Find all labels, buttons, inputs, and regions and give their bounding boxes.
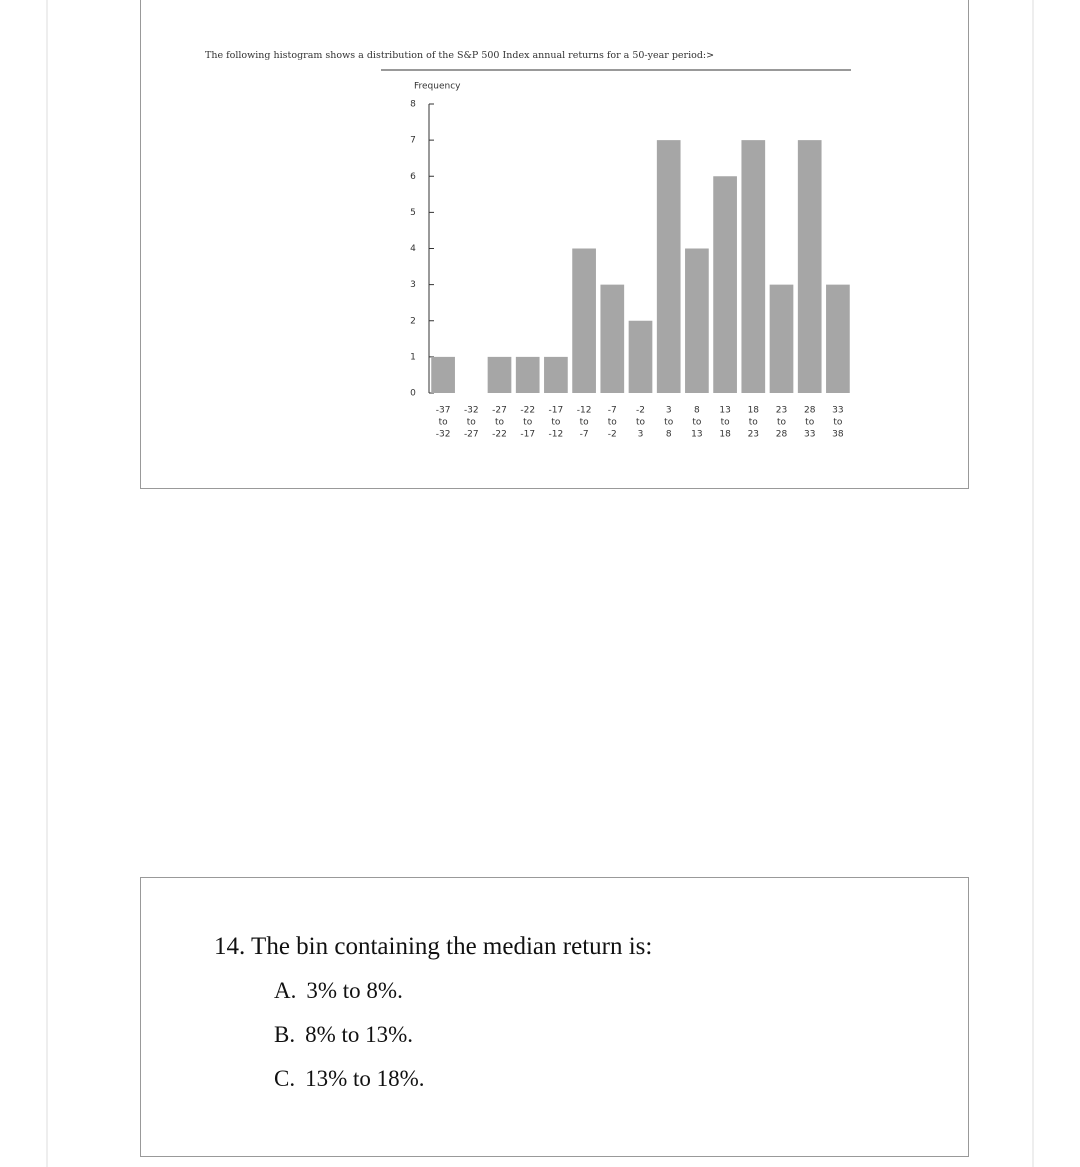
x-bin-end: 8 bbox=[666, 430, 672, 440]
x-bin-connector: to bbox=[721, 418, 731, 428]
x-bin-end: 38 bbox=[832, 430, 844, 440]
bar bbox=[544, 356, 568, 393]
y-tick-label: 2 bbox=[410, 316, 416, 326]
x-bin-connector: to bbox=[439, 418, 449, 428]
x-bin-connector: to bbox=[523, 418, 533, 428]
x-bin-start: 33 bbox=[832, 406, 843, 416]
y-axis-label: Frequency bbox=[414, 82, 461, 92]
x-bin-connector: to bbox=[551, 418, 561, 428]
x-bin-end: -2 bbox=[608, 430, 617, 440]
x-bin-end: 18 bbox=[719, 430, 731, 440]
y-tick-label: 5 bbox=[410, 208, 416, 218]
x-bin-start: 28 bbox=[804, 406, 816, 416]
bar bbox=[487, 356, 512, 393]
bar bbox=[741, 140, 766, 393]
x-bin-end: -22 bbox=[492, 430, 507, 440]
x-bin-connector: to bbox=[636, 418, 646, 428]
x-bin-start: -27 bbox=[492, 406, 507, 416]
x-bin-end: -32 bbox=[436, 430, 451, 440]
x-bin-connector: to bbox=[692, 418, 702, 428]
option-text: 13% to 18%. bbox=[305, 1066, 425, 1091]
bar bbox=[431, 356, 455, 393]
answer-option: A. 3% to 8%. bbox=[274, 978, 413, 1004]
chart-panel: The following histogram shows a distribu… bbox=[140, 0, 969, 489]
option-letter: B. bbox=[274, 1022, 296, 1047]
y-tick-label: 4 bbox=[410, 244, 416, 254]
bar bbox=[600, 284, 625, 393]
x-bin-start: -22 bbox=[520, 406, 535, 416]
option-letter: A. bbox=[274, 978, 297, 1003]
x-bin-end: 33 bbox=[804, 430, 815, 440]
x-bin-start: 3 bbox=[666, 406, 672, 416]
x-bin-end: -17 bbox=[520, 430, 535, 440]
x-bin-start: -12 bbox=[577, 406, 592, 416]
bar bbox=[685, 248, 709, 393]
x-bin-end: 23 bbox=[748, 430, 759, 440]
x-bin-connector: to bbox=[749, 418, 759, 428]
x-bin-start: -2 bbox=[636, 406, 645, 416]
x-bin-end: 13 bbox=[691, 430, 702, 440]
x-bin-connector: to bbox=[777, 418, 787, 428]
y-tick-label: 0 bbox=[410, 389, 416, 399]
question-panel: 14. The bin containing the median return… bbox=[140, 877, 969, 1157]
bar bbox=[826, 284, 850, 393]
y-tick-label: 1 bbox=[410, 352, 416, 362]
x-bin-connector: to bbox=[805, 418, 815, 428]
answer-option: B. 8% to 13%. bbox=[274, 1022, 423, 1048]
x-bin-connector: to bbox=[580, 418, 590, 428]
x-bin-connector: to bbox=[833, 418, 843, 428]
bar bbox=[769, 284, 794, 393]
x-bin-start: -32 bbox=[464, 406, 479, 416]
question-text: 14. The bin containing the median return… bbox=[214, 933, 653, 960]
option-text: 3% to 8%. bbox=[306, 978, 403, 1003]
x-bin-start: 23 bbox=[776, 406, 787, 416]
page-edge bbox=[1032, 0, 1034, 1167]
option-text: 8% to 13%. bbox=[305, 1022, 414, 1047]
bar bbox=[797, 140, 822, 393]
bar bbox=[713, 176, 737, 393]
x-bin-start: 18 bbox=[748, 406, 760, 416]
intro-text: The following histogram shows a distribu… bbox=[205, 50, 715, 61]
x-bin-end: -7 bbox=[580, 430, 589, 440]
histogram: Frequency 012345678-37to-32-32to-27-27to… bbox=[381, 69, 851, 440]
x-bin-start: -37 bbox=[436, 406, 451, 416]
bar bbox=[515, 356, 540, 393]
x-bin-end: -12 bbox=[549, 430, 564, 440]
x-bin-connector: to bbox=[664, 418, 674, 428]
y-tick-label: 8 bbox=[410, 100, 416, 110]
x-bin-start: 13 bbox=[719, 406, 730, 416]
bar bbox=[628, 320, 653, 393]
x-bin-end: 3 bbox=[638, 430, 644, 440]
x-bin-start: -17 bbox=[549, 406, 564, 416]
x-bin-start: -7 bbox=[608, 406, 617, 416]
x-bin-connector: to bbox=[608, 418, 618, 428]
bar bbox=[572, 248, 596, 393]
x-bin-connector: to bbox=[467, 418, 477, 428]
y-tick-label: 6 bbox=[410, 172, 416, 182]
page-edge bbox=[46, 0, 48, 1167]
option-letter: C. bbox=[274, 1066, 296, 1091]
y-tick-label: 7 bbox=[410, 136, 416, 146]
y-tick-label: 3 bbox=[410, 280, 416, 290]
x-bin-end: 28 bbox=[776, 430, 788, 440]
x-bin-connector: to bbox=[495, 418, 505, 428]
x-bin-start: 8 bbox=[694, 406, 700, 416]
x-bin-end: -27 bbox=[464, 430, 479, 440]
bar bbox=[656, 140, 681, 393]
answer-option: C. 13% to 18%. bbox=[274, 1066, 435, 1092]
